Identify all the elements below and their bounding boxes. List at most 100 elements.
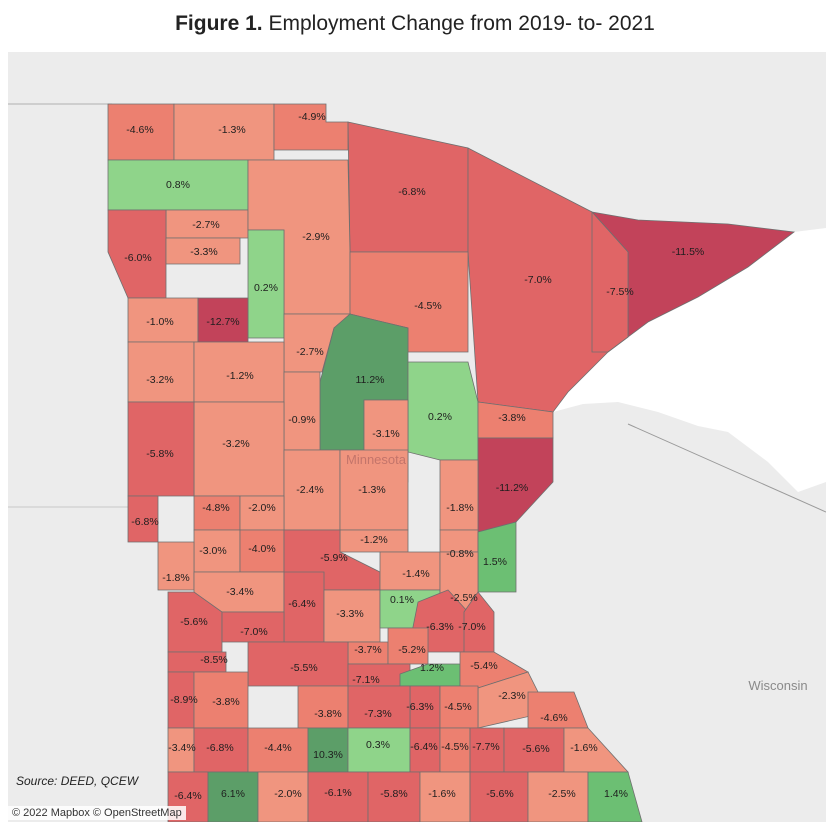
county-value-label: -3.8% [212,696,239,708]
county-value-label: -3.2% [222,438,249,450]
county-value-label: -4.8% [202,502,229,514]
county-value-label: -7.0% [458,621,485,633]
county-value-label: -6.1% [324,787,351,799]
county-region[interactable] [591,210,629,353]
background-land [8,103,826,513]
county-value-label: -1.2% [226,370,253,382]
county-value-label: -7.3% [364,708,391,720]
wisconsin-label: Wisconsin [748,678,807,693]
county-value-label: -3.0% [199,545,226,557]
county-value-label: -5.2% [398,644,425,656]
map-canvas[interactable]: -4.6% -1.3% -4.9% 0.8% -6.8% -2.7% -6.0% -3.3% -… [8,52,826,822]
figure-number: Figure 1. [175,12,263,35]
county-value-label: -8.9% [170,694,197,706]
county-value-label: -6.8% [206,742,233,754]
county-value-label: -11.5% [672,246,705,258]
county-value-label: -5.8% [146,448,173,460]
county-value-label: 0.3% [366,739,390,751]
county-value-label: -5.6% [180,616,207,628]
county-region[interactable] [257,771,309,822]
county-region[interactable] [127,341,195,403]
county-value-label: -7.7% [472,741,499,753]
minnesota-label: Minnesota [346,452,407,467]
county-value-label: -1.4% [402,568,429,580]
county-value-label: -2.0% [274,788,301,800]
county-value-label: -6.8% [131,516,158,528]
county-value-label: -3.3% [336,608,363,620]
county-layer [107,103,796,822]
county-value-label: -2.5% [548,788,575,800]
figure-title-text: Employment Change from 2019- to- 2021 [268,12,655,35]
county-value-label: -7.5% [606,286,633,298]
county-region[interactable] [527,771,589,822]
county-value-label: -0.9% [288,414,315,426]
county-value-label: -2.5% [450,592,477,604]
figure-title: Figure 1. Employment Change from 2019- t… [0,12,830,36]
county-region[interactable] [339,449,409,531]
county-value-label: -6.8% [398,186,425,198]
county-value-label: -3.3% [190,246,217,258]
county-value-label: -2.4% [296,484,323,496]
county-value-label: -2.7% [192,219,219,231]
county-value-label: -4.9% [298,111,325,123]
county-region[interactable] [469,771,529,822]
source-note: Source: DEED, QCEW [16,774,139,788]
county-region[interactable] [463,591,495,653]
county-region[interactable] [587,771,643,822]
county-value-label: 0.1% [390,594,414,606]
county-value-label: -11.2% [496,482,529,494]
county-value-label: 0.8% [166,179,190,191]
county-value-label: -1.2% [360,534,387,546]
county-label-layer: -4.6% -1.3% -4.9% 0.8% -6.8% -2.7% -6.0% -3.3% -… [124,111,704,802]
county-value-label: -2.3% [498,690,525,702]
county-region[interactable] [283,371,321,451]
county-value-label: -3.4% [226,586,253,598]
county-region[interactable] [439,459,479,531]
county-region[interactable] [307,771,369,822]
county-value-label: -5.6% [486,788,513,800]
county-value-label: -2.9% [302,231,329,243]
county-value-label: -2.7% [296,346,323,358]
county-value-label: -3.8% [498,412,525,424]
county-region[interactable] [207,771,259,822]
county-value-label: -12.7% [206,316,239,328]
county-value-label: -7.0% [240,626,267,638]
county-value-label: 10.3% [313,749,343,761]
county-value-label: 1.2% [420,662,444,674]
county-value-label: -3.2% [146,374,173,386]
county-value-label: -3.1% [372,428,399,440]
county-value-label: -5.4% [470,660,497,672]
county-value-label: -6.3% [406,701,433,713]
county-value-label: -5.6% [522,743,549,755]
county-value-label: -5.8% [380,788,407,800]
county-value-label: -1.8% [446,502,473,514]
county-value-label: -1.6% [428,788,455,800]
county-value-label: -6.0% [124,252,151,264]
county-value-label: -2.0% [248,502,275,514]
county-value-label: -1.8% [162,572,189,584]
county-value-label: -1.3% [358,484,385,496]
county-value-label: -8.5% [200,654,227,666]
county-value-label: -3.8% [314,708,341,720]
county-region[interactable] [165,237,241,265]
county-value-label: -1.3% [218,124,245,136]
county-value-label: -5.9% [320,552,347,564]
county-value-label: -4.6% [540,712,567,724]
county-value-label: -4.0% [248,543,275,555]
county-value-label: -4.5% [441,741,468,753]
county-value-label: -1.0% [146,316,173,328]
county-value-label: 1.4% [604,788,628,800]
county-region[interactable] [419,771,471,822]
county-value-label: -5.5% [290,662,317,674]
county-value-label: -6.4% [288,598,315,610]
county-value-label: -4.5% [414,300,441,312]
county-value-label: -3.7% [354,644,381,656]
map-attribution[interactable]: © 2022 Mapbox © OpenStreetMap [8,806,186,820]
county-value-label: 6.1% [221,788,245,800]
county-value-label: 11.2% [356,374,385,386]
county-region[interactable] [367,771,421,822]
county-value-label: 1.5% [483,556,507,568]
county-value-label: -4.6% [126,124,153,136]
choropleth-map[interactable]: -4.6% -1.3% -4.9% 0.8% -6.8% -2.7% -6.0% -3.3% -… [8,52,826,822]
county-value-label: -7.1% [352,674,379,686]
